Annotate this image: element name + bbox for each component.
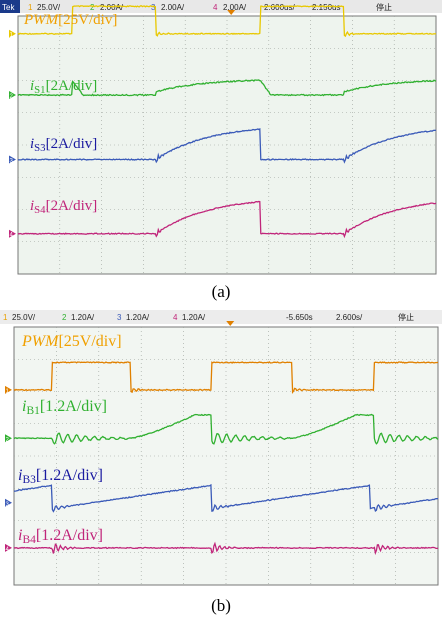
- series-label-scale: [2A/div]: [46, 198, 98, 214]
- series-label-italic: i: [30, 136, 34, 152]
- run-status: 停止: [376, 2, 392, 12]
- scope-display-b: 1 25.0V/ 2 1.20A/ 3 1.20A/ 4 1.20A/ -5.6…: [0, 310, 442, 590]
- channel-marker-icon: [5, 434, 12, 443]
- series-label-subscript: S4: [34, 204, 46, 216]
- ch2-scale: 1.20A/: [71, 313, 95, 322]
- series-label-italic: PWM: [21, 333, 60, 350]
- ch2-num: 2: [62, 313, 67, 322]
- series-label: iB4[1.2A/div]: [18, 527, 103, 546]
- ch2-num: 2: [90, 3, 95, 12]
- trace-s1: [17, 79, 437, 97]
- trace-b4: [13, 541, 439, 556]
- trace-s4: [17, 200, 437, 239]
- channel-marker-icon: [5, 543, 12, 552]
- series-label-italic: i: [18, 527, 22, 544]
- channel-marker-icon: [9, 229, 16, 238]
- header-bar: [0, 0, 442, 13]
- series-label: iB1[1.2A/div]: [22, 398, 107, 417]
- series-label-subscript: B4: [22, 534, 36, 546]
- ch3-scale: 1.20A/: [126, 313, 150, 322]
- series-label-scale: [2A/div]: [46, 136, 98, 152]
- series-label-subscript: S3: [34, 142, 45, 154]
- channel-marker-icon: [5, 385, 12, 394]
- time-scale: 2.600us/: [264, 3, 295, 12]
- scope-logo-box: [0, 0, 20, 13]
- ch3-num: 3: [151, 3, 156, 12]
- series-label-scale: [1.2A/div]: [40, 398, 107, 415]
- channel-marker-label: 4: [6, 547, 10, 553]
- ch4-num: 4: [213, 3, 218, 12]
- trigger-marker-icon: [227, 10, 236, 15]
- channel-marker-icon: [5, 498, 12, 507]
- series-label: PWM[25V/div]: [21, 333, 122, 350]
- plot-area-a: 1PWM[25V/div]2iS1[2A/div]3iS3[2A/div]4iS…: [9, 5, 437, 275]
- series-label: iS4[2A/div]: [30, 198, 97, 216]
- ch3-num: 3: [117, 313, 122, 322]
- caption-b: (b): [211, 596, 231, 615]
- ch1-scale: 25.0V/: [37, 3, 61, 12]
- channel-marker-label: 3: [6, 502, 10, 508]
- scope-panel-b: 1 25.0V/ 2 1.20A/ 3 1.20A/ 4 1.20A/ -5.6…: [0, 310, 442, 590]
- series-label-scale: [2A/div]: [46, 78, 98, 94]
- series-label-scale: [1.2A/div]: [36, 527, 103, 544]
- channel-marker-icon: [9, 155, 16, 164]
- channel-marker-label: 1: [10, 33, 14, 39]
- series-label: iB3[1.2A/div]: [18, 467, 103, 486]
- series-label-italic: i: [30, 78, 34, 94]
- trace-s3: [18, 127, 437, 164]
- channel-marker-label: 3: [10, 159, 14, 165]
- trace-b1: [13, 413, 439, 445]
- time-offset: -5.650s: [286, 313, 313, 322]
- ch4-scale: 1.20A/: [182, 313, 206, 322]
- ch1-scale: 25.0V/: [12, 313, 36, 322]
- series-label-italic: PWM: [23, 12, 60, 28]
- series-label-italic: i: [30, 198, 34, 214]
- trace-pwm: [17, 5, 437, 38]
- series-label-subscript: S1: [34, 84, 45, 96]
- ch4-num: 4: [173, 313, 178, 322]
- series-label-italic: i: [18, 467, 22, 484]
- trace-pwm: [13, 361, 439, 395]
- plot-area-b: 1PWM[25V/div]2iB1[1.2A/div]3iB3[1.2A/div…: [5, 321, 439, 586]
- header-bar: [0, 310, 442, 324]
- ch1-num: 1: [3, 313, 8, 322]
- channel-marker-icon: [9, 29, 16, 38]
- channel-marker-label: 2: [6, 437, 10, 443]
- series-label-subscript: B1: [26, 405, 40, 417]
- series-label-italic: i: [22, 398, 26, 415]
- series-label: iS1[2A/div]: [30, 78, 97, 96]
- ch1-num: 1: [28, 3, 33, 12]
- series-label-scale: [1.2A/div]: [36, 467, 103, 484]
- time-offset: 2.150us: [312, 3, 340, 12]
- series-label-scale: [25V/div]: [58, 12, 117, 28]
- ch3-scale: 2.00A/: [161, 3, 185, 12]
- scope-panel-a: Tek 1 25.0V/ 2 2.00A/ 3 2.00A/ 4 2.00A/ …: [0, 0, 442, 278]
- caption-a: (a): [211, 282, 231, 301]
- trigger-marker-icon: [226, 321, 235, 326]
- run-status: 停止: [398, 312, 414, 322]
- series-label: iS3[2A/div]: [30, 136, 97, 154]
- scope-display-a: Tek 1 25.0V/ 2 2.00A/ 3 2.00A/ 4 2.00A/ …: [0, 0, 442, 278]
- series-label: PWM[25V/div]: [23, 12, 117, 28]
- ch4-scale: 2.00A/: [223, 3, 247, 12]
- series-label-subscript: B3: [22, 474, 36, 486]
- series-label-scale: [25V/div]: [58, 333, 121, 350]
- channel-marker-icon: [9, 91, 16, 100]
- trace-b3: [13, 483, 439, 513]
- scope-logo: Tek: [2, 3, 15, 12]
- channel-marker-label: 1: [6, 389, 10, 395]
- channel-marker-label: 2: [10, 94, 14, 100]
- time-scale: 2.600s/: [336, 313, 363, 322]
- channel-marker-label: 4: [10, 233, 14, 239]
- ch2-scale: 2.00A/: [100, 3, 124, 12]
